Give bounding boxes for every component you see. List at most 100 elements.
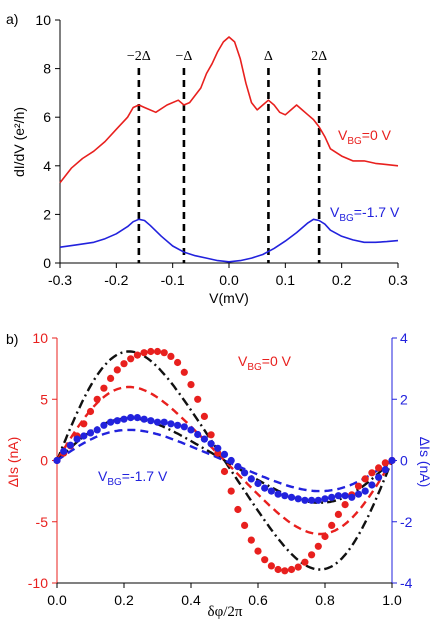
b-x-tick-label: 0.2 [114, 592, 134, 608]
a-legend-red-main: V [338, 127, 348, 143]
b-point-blue [140, 415, 148, 423]
a-gap-label: 2Δ [311, 49, 327, 64]
b-point-blue [80, 432, 88, 440]
b-point-red [301, 558, 309, 566]
b-point-blue [354, 490, 363, 498]
b-point-red [200, 412, 208, 420]
b-point-blue [107, 418, 115, 426]
b-point-blue [314, 496, 322, 504]
b-point-red [247, 536, 255, 544]
b-legend-blue-main: V [98, 468, 108, 484]
a-legend-blue: VBG=-1.7 V [330, 204, 400, 224]
b-point-blue [287, 493, 296, 501]
b-point-blue [334, 492, 342, 500]
b-point-blue [381, 466, 389, 474]
b-point-red [167, 352, 175, 360]
b-point-blue [120, 415, 128, 423]
b-point-blue [187, 426, 195, 434]
b-point-blue [328, 493, 336, 501]
a-x-tick-label: 0.3 [388, 272, 408, 288]
b-point-red [294, 563, 302, 571]
b-point-blue [254, 479, 262, 488]
a-legend-blue-sub: BG [339, 213, 354, 224]
b-point-blue [200, 435, 208, 443]
a-legend-red: VBG=0 V [338, 127, 392, 147]
a-series [59, 36, 399, 263]
a-y-axis-label: dI/dV (e²/h) [11, 107, 27, 177]
b-right-tick-label: 2 [400, 391, 408, 407]
b-point-blue [60, 447, 68, 455]
b-point-red [281, 567, 289, 575]
a-legend-red-sub: BG [347, 136, 362, 147]
b-fit-curves [55, 350, 394, 571]
b-point-red [241, 521, 249, 530]
b-point-blue [174, 421, 182, 429]
b-point-blue [321, 495, 329, 503]
b-fit-curve [56, 416, 393, 505]
b-legend-blue-sub: BG [107, 477, 122, 488]
b-point-red [334, 510, 342, 518]
b-right-ticks: -4 -2 0 2 4 [392, 330, 413, 591]
b-point-red [80, 420, 88, 428]
b-point-red [93, 395, 101, 403]
a-y-tick-label: 6 [43, 109, 51, 125]
b-point-blue [301, 496, 309, 504]
a-gap-markers: −2Δ −Δ Δ 2Δ [127, 49, 327, 263]
panel-label-b: b) [6, 331, 18, 347]
b-point-red [127, 355, 135, 363]
b-point-red [287, 565, 296, 574]
a-x-tick-label: -0.2 [104, 272, 128, 288]
a-y-tick-label: 8 [43, 61, 51, 77]
b-point-red [207, 431, 215, 439]
a-y-tick-label: 10 [35, 12, 51, 28]
b-point-red [140, 349, 148, 357]
b-point-blue [180, 423, 188, 431]
b-point-red [308, 551, 316, 559]
a-series-vbg-0 [59, 36, 399, 184]
b-point-blue [133, 414, 141, 422]
b-point-blue [160, 418, 168, 426]
b-point-blue [66, 441, 74, 449]
a-x-tick-label: -0.3 [48, 272, 72, 288]
a-legend-red-rest: =0 V [362, 127, 392, 143]
b-right-tick-label: 0 [400, 453, 408, 469]
b-point-blue [308, 496, 316, 504]
b-x-axis-label: δφ/2π [208, 604, 243, 620]
b-point-red [368, 469, 376, 477]
b-x-tick-label: 1.0 [382, 592, 402, 608]
b-legend-red-sub: BG [247, 362, 262, 373]
a-y-tick-label: 4 [43, 158, 51, 174]
b-legend-red: VBG=0 V [238, 353, 292, 373]
b-point-blue [361, 487, 369, 495]
b-point-blue [294, 495, 302, 503]
b-point-blue [341, 492, 349, 500]
b-data-points [53, 347, 396, 575]
b-point-red [341, 501, 349, 509]
a-legend-blue-main: V [330, 204, 340, 220]
b-point-red [381, 459, 389, 467]
b-point-blue [261, 484, 269, 492]
b-point-blue [147, 417, 155, 425]
b-point-red [254, 547, 262, 555]
b-point-blue [388, 456, 396, 465]
b-point-blue [153, 418, 162, 426]
b-right-axis-label: ΔIs (nA) [417, 437, 433, 488]
a-y-tick-label: 2 [43, 206, 51, 222]
b-point-red [321, 532, 329, 541]
b-point-red [153, 347, 162, 356]
b-point-red [328, 521, 336, 530]
a-gap-label: −2Δ [127, 49, 151, 64]
b-point-blue [234, 463, 242, 471]
b-point-blue [73, 435, 81, 443]
b-point-blue [368, 481, 376, 489]
b-point-blue [227, 456, 235, 465]
b-point-red [180, 368, 188, 376]
b-point-red [267, 562, 275, 570]
b-point-red [120, 360, 128, 368]
b-right-tick-label: -4 [400, 575, 413, 591]
b-point-red [100, 384, 108, 392]
b-point-blue [241, 469, 249, 477]
b-left-tick-label: -10 [28, 575, 48, 591]
panel-label-a: a) [6, 11, 18, 27]
